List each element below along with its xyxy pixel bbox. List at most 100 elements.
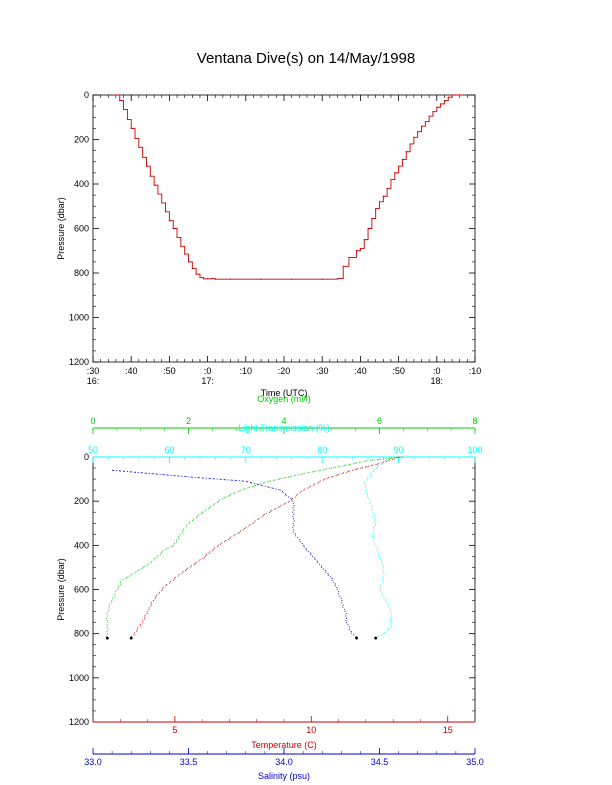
profile-dot-1 [382,633,384,635]
profile-dot-0 [178,537,180,539]
profile-dot-2 [239,530,242,532]
profile-dot-0 [289,476,291,478]
profile-dot-0 [108,606,110,608]
profile-dot-1 [372,531,374,533]
axis-3-tick-label: 33.5 [180,757,198,767]
dive-track-point [214,278,216,280]
profile-dot-1 [369,502,371,504]
axis-2-label: Temperature (C) [251,740,317,750]
profile-dot-1 [389,622,391,624]
profile-dot-2 [283,503,285,505]
profile-dot-3 [177,475,179,477]
profile-dot-3 [337,593,339,595]
profile-dot-3 [312,555,314,557]
axis-1-tick-label: 70 [241,445,251,455]
profile-dot-1 [383,573,385,575]
profile-dot-2 [202,558,204,560]
profile-dot-2 [205,554,207,556]
dive-track-point [195,273,197,275]
dive-track-point [447,96,449,98]
profile-dot-3 [334,583,336,585]
profile-dot-3 [292,516,294,518]
profile-dot-1 [379,558,381,560]
profile-dot-1 [389,608,391,610]
dive-track-point [386,187,388,190]
dive-track-point [443,99,446,102]
profile-dot-2 [322,479,324,481]
profile-dot-2 [318,481,320,483]
profile-dot-0 [376,459,378,461]
profile-dot-3 [162,474,164,476]
profile-dot-3 [293,520,295,522]
top-y-axis-label: Pressure (dbar) [56,197,66,260]
profile-dot-3 [250,482,253,484]
profile-dot-1 [372,533,374,535]
profile-dot-1 [379,588,381,591]
profile-dot-3 [347,624,349,626]
dive-track-point [451,94,453,96]
profile-dot-2 [194,562,196,564]
profile-dot-0 [131,573,133,575]
profile-dot-2 [279,505,281,507]
profile-dot-0 [116,588,118,591]
profile-dot-1 [367,477,369,479]
profile-dot-0 [378,458,380,460]
profile-dot-2 [144,614,146,616]
profile-dot-2 [388,459,390,461]
chart-title: Ventana Dive(s) on 14/May/1998 [196,50,416,67]
profile-dot-2 [249,524,251,526]
profile-dot-3 [194,476,196,478]
profile-dot-0 [394,457,396,459]
profile-dot-2 [291,497,294,499]
profile-dot-3 [325,571,327,573]
profile-dot-2 [312,484,314,486]
profile-dot-1 [380,463,382,465]
profile-dot-2 [381,462,383,464]
top-x-tick-label: :0 [433,366,441,376]
profile-dot-0 [111,599,113,602]
profile-dot-0 [166,548,168,550]
profile-dot-0 [108,608,110,610]
axis-3-tick-label: 33.0 [84,757,102,767]
dive-track-point [440,103,442,105]
profile-dot-3 [331,579,333,581]
profile-dot-2 [182,571,184,573]
profile-dot-2 [133,632,136,634]
profile-dot-0 [108,604,111,606]
profile-dot-3 [238,480,240,482]
profile-dot-0 [122,579,124,581]
profile-bottom-point-3 [355,636,358,640]
profile-dot-1 [388,627,390,629]
profile-dot-3 [129,471,131,473]
profile-dot-0 [164,549,166,551]
profile-dot-3 [130,471,132,473]
profile-dot-0 [126,576,128,578]
profile-dot-0 [345,464,347,466]
profile-dot-0 [218,499,221,501]
profile-dot-3 [212,478,214,480]
profile-dot-1 [370,474,372,476]
profile-dot-0 [387,457,390,460]
profile-dot-0 [107,628,109,630]
profile-dot-1 [391,615,393,617]
profile-dot-0 [110,602,113,604]
profile-dot-2 [136,628,138,631]
bottom-y-tick-label: 1000 [69,673,89,683]
profile-dot-3 [113,469,115,471]
profile-dot-1 [382,569,384,571]
profile-dot-3 [292,522,294,524]
profile-dot-0 [106,619,108,621]
profile-dot-0 [322,469,325,471]
profile-dot-2 [303,489,305,491]
profile-dot-0 [120,580,122,582]
dive-track-point [405,151,407,153]
dive-track-point [398,165,400,167]
profile-dot-0 [106,624,108,626]
profile-dot-3 [187,476,189,478]
profile-dot-2 [209,551,211,553]
dive-track-point [203,278,205,280]
profile-dot-0 [302,473,304,475]
profile-dot-2 [357,468,359,470]
profile-dot-3 [293,502,295,504]
dive-track-point [420,125,423,127]
